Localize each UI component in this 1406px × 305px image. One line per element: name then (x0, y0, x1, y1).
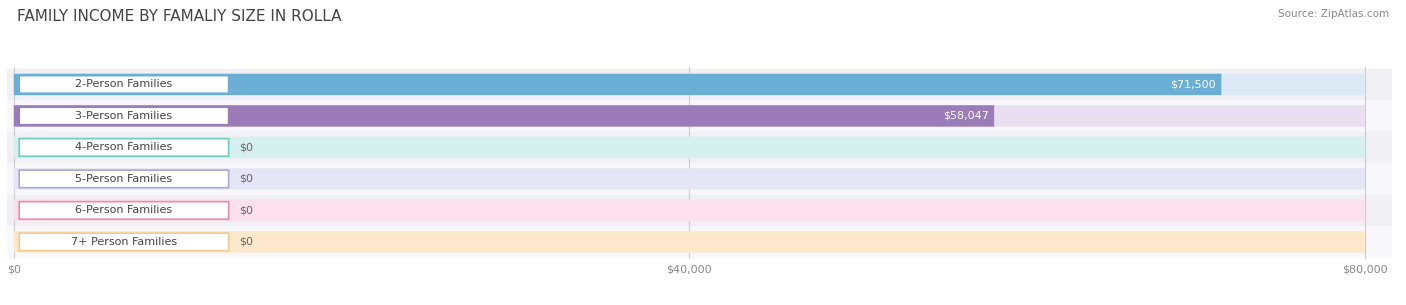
Text: $0: $0 (239, 142, 253, 152)
Text: $0: $0 (239, 206, 253, 215)
Text: Source: ZipAtlas.com: Source: ZipAtlas.com (1278, 9, 1389, 19)
FancyBboxPatch shape (14, 74, 1222, 95)
Text: 6-Person Families: 6-Person Families (76, 206, 173, 215)
FancyBboxPatch shape (20, 202, 229, 219)
Text: 5-Person Families: 5-Person Families (76, 174, 173, 184)
FancyBboxPatch shape (14, 105, 994, 127)
FancyBboxPatch shape (0, 132, 1392, 163)
FancyBboxPatch shape (20, 233, 229, 251)
FancyBboxPatch shape (0, 69, 1392, 100)
FancyBboxPatch shape (0, 226, 1392, 258)
Text: 3-Person Families: 3-Person Families (76, 111, 173, 121)
FancyBboxPatch shape (14, 231, 1365, 253)
FancyBboxPatch shape (14, 200, 1365, 221)
FancyBboxPatch shape (14, 168, 1365, 190)
FancyBboxPatch shape (14, 105, 1365, 127)
Text: FAMILY INCOME BY FAMALIY SIZE IN ROLLA: FAMILY INCOME BY FAMALIY SIZE IN ROLLA (17, 9, 342, 24)
Text: $58,047: $58,047 (943, 111, 988, 121)
FancyBboxPatch shape (20, 107, 229, 125)
Text: $0: $0 (239, 174, 253, 184)
FancyBboxPatch shape (20, 170, 229, 188)
FancyBboxPatch shape (14, 74, 1365, 95)
Text: 4-Person Families: 4-Person Families (76, 142, 173, 152)
FancyBboxPatch shape (0, 100, 1392, 132)
Text: $71,500: $71,500 (1170, 79, 1216, 89)
FancyBboxPatch shape (20, 139, 229, 156)
FancyBboxPatch shape (0, 163, 1392, 195)
FancyBboxPatch shape (14, 137, 1365, 158)
FancyBboxPatch shape (0, 195, 1392, 226)
Text: 7+ Person Families: 7+ Person Families (70, 237, 177, 247)
FancyBboxPatch shape (20, 76, 229, 93)
Text: $0: $0 (239, 237, 253, 247)
Text: 2-Person Families: 2-Person Families (76, 79, 173, 89)
